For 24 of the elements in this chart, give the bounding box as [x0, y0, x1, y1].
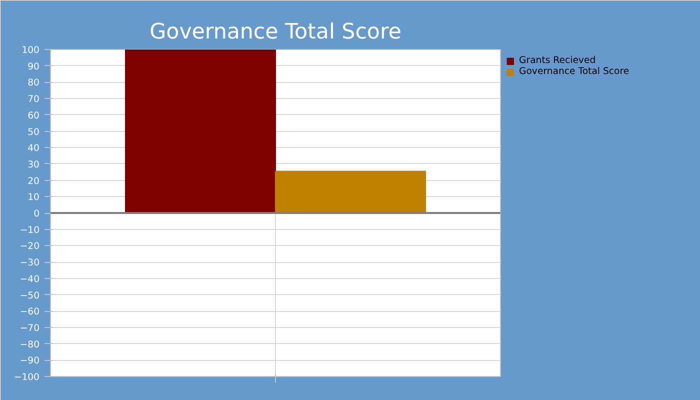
y-tick-label: −100 — [14, 372, 40, 383]
y-tick-label: −60 — [20, 306, 40, 318]
y-tick-label: 90 — [28, 61, 40, 72]
y-tick-label: 40 — [28, 143, 40, 154]
y-tick-label: 100 — [22, 45, 40, 56]
y-tick-label: 30 — [28, 159, 40, 170]
y-tick-label: −90 — [20, 356, 40, 367]
y-tick-label: −10 — [20, 224, 40, 236]
y-tick-label: −30 — [20, 258, 40, 269]
y-tick-label: 50 — [28, 126, 40, 138]
y-tick-label: −50 — [20, 290, 40, 302]
y-tick-label: 10 — [28, 192, 40, 204]
legend-label: Grants Recieved — [519, 55, 596, 66]
y-tick-label: 0 — [34, 208, 40, 220]
y-tick-label: 20 — [28, 176, 40, 187]
legend-label: Governance Total Score — [519, 66, 630, 77]
y-tick-label: −40 — [20, 274, 40, 285]
y-tick-label: −80 — [20, 339, 40, 350]
chart-title: Governance Total Score — [150, 20, 402, 44]
y-tick-label: 60 — [28, 110, 40, 122]
y-tick-label: −70 — [20, 322, 40, 334]
y-tick-label: 70 — [28, 94, 40, 106]
y-tick-label: −20 — [20, 241, 40, 252]
y-tick-label: 80 — [28, 78, 40, 89]
